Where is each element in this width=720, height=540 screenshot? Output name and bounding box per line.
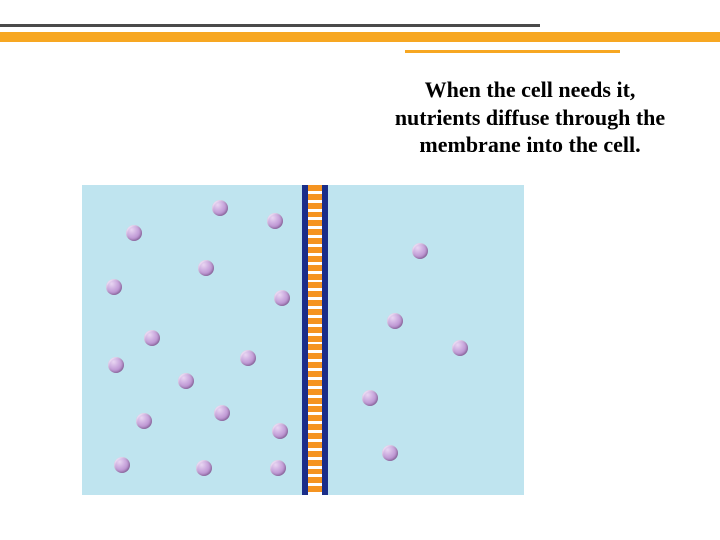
nutrient-particle-left: [214, 405, 230, 421]
nutrient-particle-left: [114, 457, 130, 473]
nutrient-particle-left: [108, 357, 124, 373]
nutrient-particle-left: [126, 225, 142, 241]
nutrient-particle-left: [272, 423, 288, 439]
slide-title: When the cell needs it,nutrients diffuse…: [350, 76, 710, 159]
diffusion-diagram: [82, 185, 524, 495]
nutrient-particle-left: [198, 260, 214, 276]
membrane-right-rail: [322, 185, 328, 495]
membrane-orange-core: [308, 185, 322, 495]
nutrient-particle-left: [267, 213, 283, 229]
slide: When the cell needs it,nutrients diffuse…: [0, 0, 720, 540]
nutrient-particle-right: [362, 390, 378, 406]
nutrient-particle-left: [136, 413, 152, 429]
nutrient-particle-right: [452, 340, 468, 356]
nutrient-particle-right: [412, 243, 428, 259]
top-decor-orange-bar: [0, 32, 720, 42]
nutrient-particle-left: [240, 350, 256, 366]
nutrient-particle-left: [144, 330, 160, 346]
nutrient-particle-left: [274, 290, 290, 306]
nutrient-particle-left: [196, 460, 212, 476]
nutrient-particle-left: [270, 460, 286, 476]
nutrient-particle-right: [382, 445, 398, 461]
membrane-pore-gap: [308, 492, 322, 495]
nutrient-particle-right: [387, 313, 403, 329]
nutrient-particle-left: [106, 279, 122, 295]
nutrient-particle-left: [212, 200, 228, 216]
top-decor-grey-line: [0, 24, 540, 27]
top-decor-orange-line: [405, 50, 620, 53]
nutrient-particle-left: [178, 373, 194, 389]
